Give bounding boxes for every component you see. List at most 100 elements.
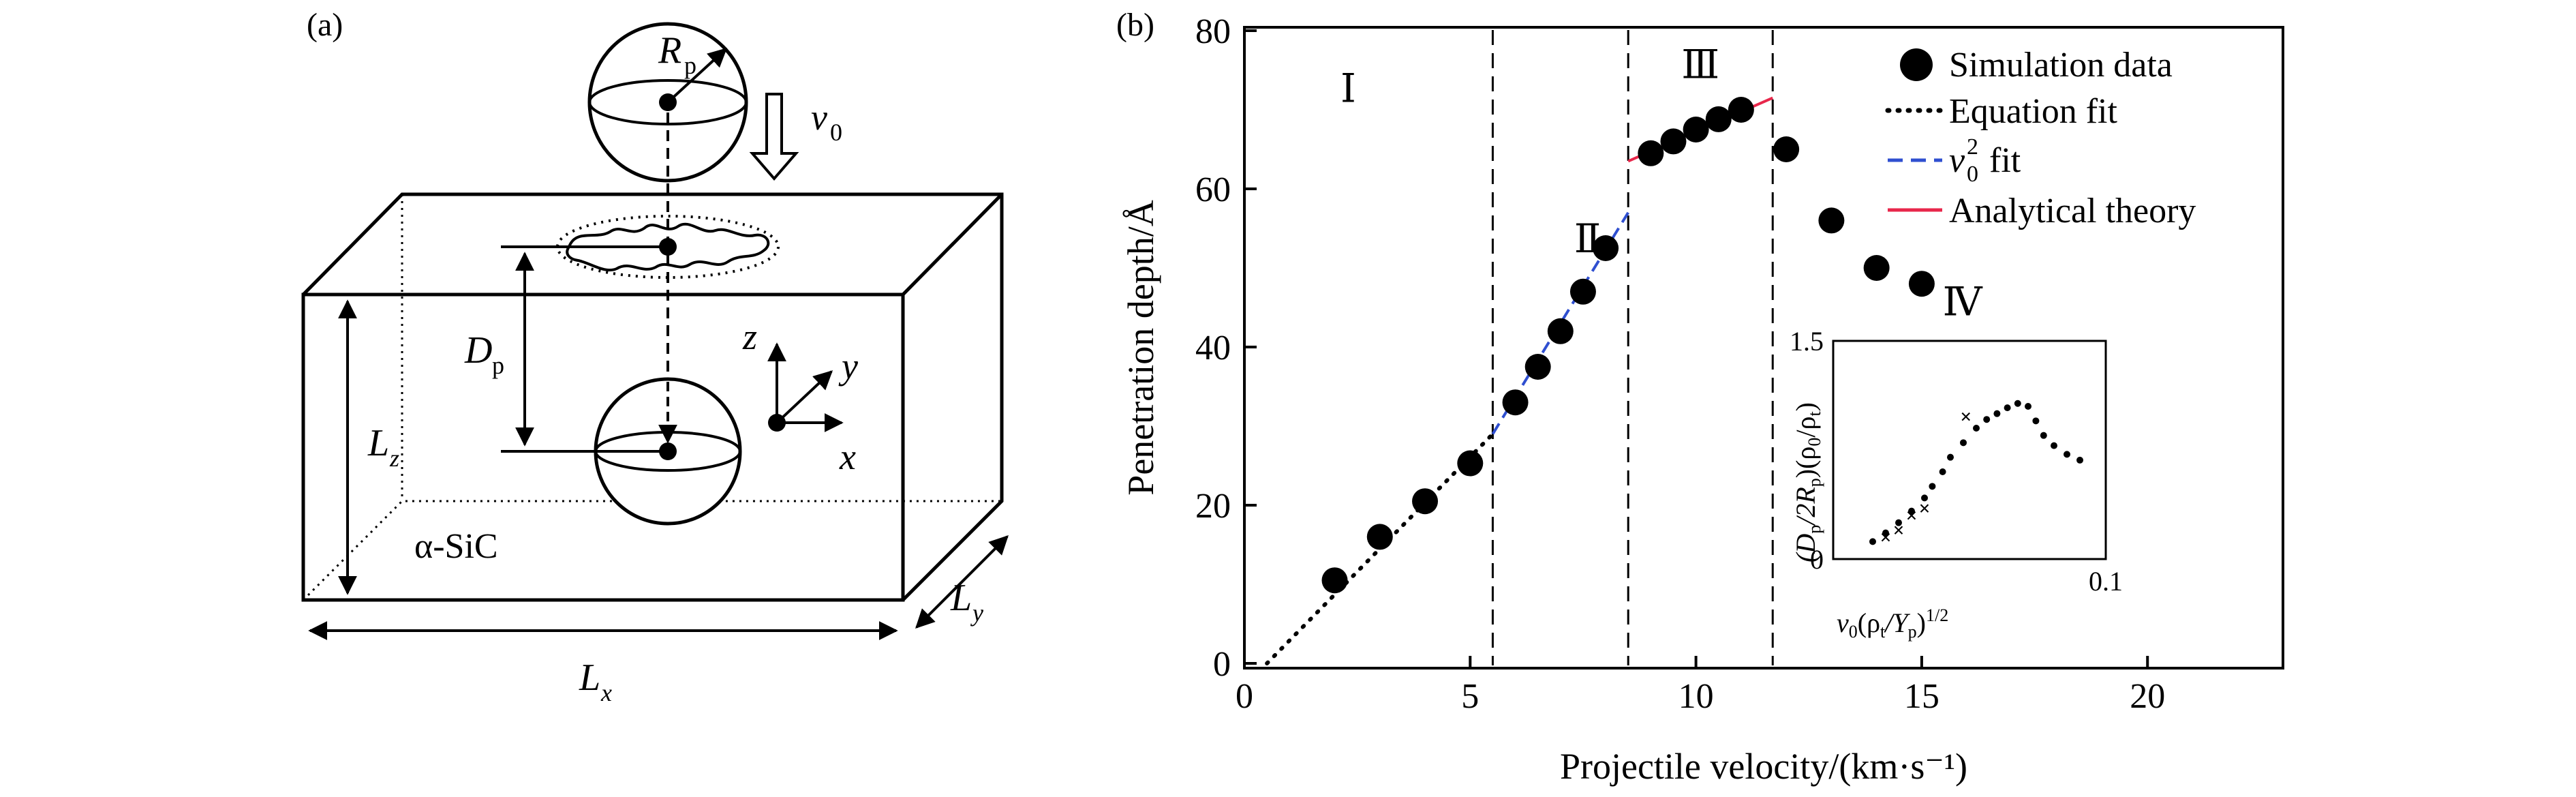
data-point	[1705, 106, 1732, 132]
panel-a: (a) R p v 0	[301, 7, 1009, 706]
inset-analytical-point: ×	[1960, 406, 1972, 428]
inset-x-axis-label: v0(ρt/Yp)1/2	[1837, 605, 1948, 642]
y-tick-label: 0	[1213, 645, 1231, 684]
data-point	[1728, 97, 1754, 123]
inset-data-point	[2051, 442, 2057, 449]
lz-sub: z	[389, 445, 399, 472]
inset-data-point	[1939, 468, 1946, 475]
legend-v2-sup: 2	[1967, 134, 1978, 160]
plot-frame	[1243, 26, 2284, 670]
inset-y-tick-label: 0	[1810, 544, 1824, 575]
data-point	[1818, 207, 1845, 234]
inset-data-point	[1983, 416, 1991, 423]
projectile-sphere-top	[587, 22, 748, 183]
inset-analytical-point: ×	[1880, 526, 1891, 549]
legend-label-analytical: Analytical theory	[1949, 192, 2196, 230]
box-front-face	[301, 292, 905, 602]
inset-analytical-point: ×	[1892, 519, 1904, 541]
lz-label: L	[367, 422, 389, 464]
inset-data-point	[2032, 417, 2040, 425]
velocity-arrow	[749, 93, 799, 181]
v0-label: v	[811, 97, 827, 138]
data-point	[1457, 450, 1484, 477]
axis-z-label: z	[742, 316, 757, 357]
inset-data-point	[2014, 400, 2021, 407]
inset-data-point	[1947, 453, 1954, 461]
inset-data-point	[2025, 403, 2031, 410]
inset-data-point	[2040, 432, 2047, 439]
data-point	[1321, 567, 1348, 594]
data-point	[1366, 524, 1393, 550]
inset-data-point	[2064, 451, 2070, 458]
axis-x-label: x	[839, 436, 856, 477]
ly-label: L	[950, 577, 972, 619]
legend-v2-suffix: fit	[1980, 141, 2021, 180]
rp-sub: p	[684, 52, 696, 79]
inset-data-point	[1993, 410, 2001, 417]
inset-data-point	[1929, 483, 1936, 490]
data-point	[1569, 278, 1596, 305]
dp-label: D	[464, 329, 492, 372]
x-tick-label: 10	[1678, 677, 1714, 716]
y-tick-label: 80	[1195, 12, 1231, 51]
data-point	[1412, 488, 1439, 515]
v0-sub: 0	[830, 119, 842, 146]
region-label: Ⅰ	[1340, 66, 1356, 110]
inset-y-axis-label: (Dp/2Rp)(ρ0/ρt)	[1790, 402, 1824, 562]
inset-data-point	[2004, 404, 2011, 412]
data-point	[1547, 318, 1574, 344]
x-tick-label: 20	[2130, 677, 2165, 716]
panel-b-label: (b)	[1116, 7, 1154, 43]
data-point	[1908, 271, 1935, 297]
data-point	[1683, 117, 1709, 142]
inset-data-point	[1869, 538, 1876, 545]
x-tick-label: 15	[1904, 677, 1939, 716]
data-point	[1660, 128, 1687, 155]
legend-v2-sub: 0	[1967, 162, 1978, 187]
inset-data-point	[2076, 456, 2083, 464]
panel-a-label: (a)	[307, 7, 343, 43]
lx-label: L	[579, 657, 600, 699]
rp-label: R	[658, 29, 681, 72]
legend-label-equation: Equation fit	[1949, 92, 2118, 131]
inset-frame	[1832, 340, 2107, 560]
radius-arrow	[666, 48, 728, 104]
x-tick-label: 0	[1236, 677, 1253, 716]
x-tick-label: 5	[1461, 677, 1479, 716]
equation-fit-line	[1265, 432, 1495, 665]
legend: Simulation data Equation fit v 0 2 fit A…	[1885, 46, 2196, 230]
data-point	[1773, 136, 1800, 162]
material-label: α-SiC	[414, 527, 498, 566]
region-label: Ⅲ	[1681, 43, 1719, 87]
inset-data-point	[1895, 519, 1902, 526]
data-point	[1502, 389, 1529, 416]
inset-y-tick-label: 1.5	[1790, 326, 1824, 357]
region-label: Ⅳ	[1943, 280, 1983, 325]
inset-data-point	[1973, 425, 1980, 432]
legend-label-simulation: Simulation data	[1949, 46, 2173, 85]
legend-v2-v: v	[1949, 141, 1965, 180]
inset-data-point	[1908, 507, 1915, 515]
inset-x-tick-label: 0.1	[2089, 566, 2123, 597]
crater-outline	[556, 215, 780, 279]
y-tick-label: 20	[1195, 487, 1231, 526]
ly-sub: y	[970, 599, 983, 627]
dp-sub: p	[492, 352, 504, 379]
box-hidden-edges	[302, 500, 1002, 601]
inset-analytical-point: ×	[1918, 497, 1930, 520]
lx-sub: x	[600, 679, 612, 706]
inset-data-point	[1921, 494, 1928, 502]
inset-data-point	[1960, 439, 1967, 447]
x-axis-label: Projectile velocity/(km·s⁻¹)	[1560, 746, 1967, 787]
inset-data-point	[1882, 529, 1889, 537]
data-point	[1638, 140, 1664, 166]
data-point	[1524, 354, 1551, 380]
y-tick-label: 60	[1195, 170, 1231, 209]
inset-chart: 01.50.1× ×× ×× v0(ρt/Yp)1/2 (Dp/2Rp)(ρ0/ρt…	[1790, 326, 2123, 642]
coordinate-axes	[767, 342, 844, 432]
inset-analytical-point: ×	[1905, 505, 1917, 527]
y-tick-label: 40	[1195, 329, 1231, 367]
axis-y-label: y	[838, 346, 858, 387]
